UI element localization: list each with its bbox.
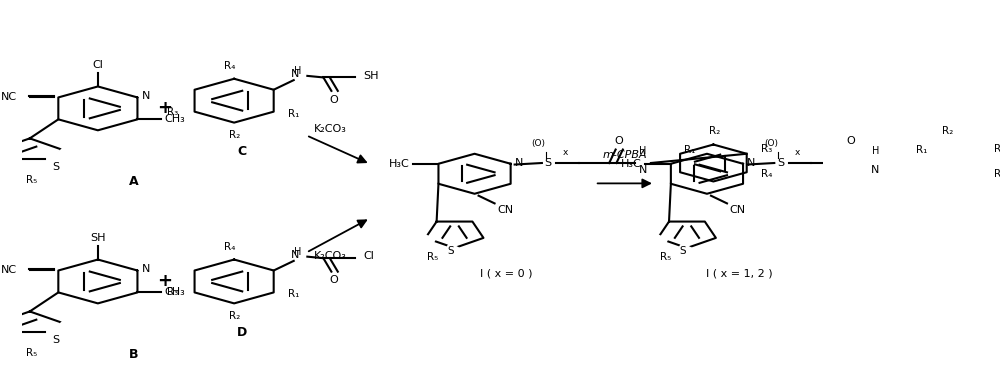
Text: R₁: R₁ (916, 145, 928, 155)
Text: SH: SH (90, 234, 106, 244)
Text: R₄: R₄ (224, 61, 236, 71)
Text: NC: NC (1, 265, 17, 275)
Text: H: H (294, 247, 301, 257)
Text: Cl: Cl (363, 251, 374, 261)
Text: CN: CN (497, 205, 513, 215)
Text: N: N (871, 165, 879, 175)
Text: C: C (238, 145, 247, 158)
Text: Cl: Cl (92, 60, 103, 70)
Text: CH₃: CH₃ (164, 288, 185, 298)
Text: R₃: R₃ (167, 288, 179, 298)
Text: N: N (747, 158, 755, 168)
Text: m-CPBA: m-CPBA (603, 150, 647, 160)
Text: x: x (563, 148, 568, 157)
Text: I ( x = 0 ): I ( x = 0 ) (480, 269, 533, 279)
Text: H: H (294, 66, 301, 76)
Text: R₄: R₄ (224, 242, 236, 252)
Text: S: S (777, 158, 784, 168)
Text: R₂: R₂ (229, 311, 240, 321)
Text: R₅: R₅ (427, 252, 438, 262)
Text: R₅: R₅ (26, 175, 38, 185)
Text: R₅: R₅ (26, 349, 38, 358)
Text: H₃C: H₃C (389, 159, 410, 169)
Text: N: N (515, 158, 523, 168)
Text: I ( x = 1, 2 ): I ( x = 1, 2 ) (706, 269, 772, 279)
Text: R₄: R₄ (994, 169, 1000, 179)
Text: H: H (639, 146, 647, 156)
Text: +: + (157, 273, 172, 290)
Text: R₂: R₂ (942, 126, 953, 136)
Text: O: O (329, 95, 338, 105)
Text: CN: CN (729, 205, 746, 215)
Text: N: N (639, 165, 647, 175)
Text: N: N (141, 91, 150, 101)
Text: H₃C: H₃C (621, 159, 642, 169)
Text: B: B (129, 348, 139, 361)
Text: CH₃: CH₃ (164, 114, 185, 124)
Text: N: N (141, 264, 150, 274)
Text: R₁: R₁ (684, 145, 695, 155)
Text: R₂: R₂ (229, 130, 240, 140)
Text: R₂: R₂ (709, 126, 721, 136)
Text: NC: NC (1, 91, 17, 102)
Text: R₃: R₃ (994, 144, 1000, 154)
Text: O: O (847, 136, 856, 146)
Text: (O): (O) (764, 139, 778, 147)
Text: S: S (545, 158, 552, 168)
Text: R₁: R₁ (288, 108, 299, 119)
Text: S: S (52, 335, 59, 345)
Text: (O): (O) (532, 139, 546, 147)
Text: N: N (291, 250, 300, 260)
Text: S: S (52, 162, 59, 172)
Text: N: N (291, 69, 300, 79)
Text: O: O (614, 136, 623, 146)
Text: H: H (872, 146, 879, 156)
Text: R₅: R₅ (660, 252, 671, 262)
Text: SH: SH (363, 71, 379, 81)
Text: R₄: R₄ (761, 169, 773, 179)
Text: K₂CO₃: K₂CO₃ (314, 124, 347, 134)
Text: R₃: R₃ (167, 107, 179, 117)
Text: A: A (129, 175, 139, 188)
Text: +: + (157, 99, 172, 117)
Text: K₂CO₃: K₂CO₃ (314, 251, 347, 261)
Text: S: S (447, 246, 454, 256)
Text: O: O (329, 276, 338, 286)
Text: S: S (680, 246, 686, 256)
Text: R₁: R₁ (288, 290, 299, 300)
Text: x: x (795, 148, 801, 157)
Text: R₃: R₃ (761, 144, 772, 154)
Text: D: D (237, 326, 247, 339)
